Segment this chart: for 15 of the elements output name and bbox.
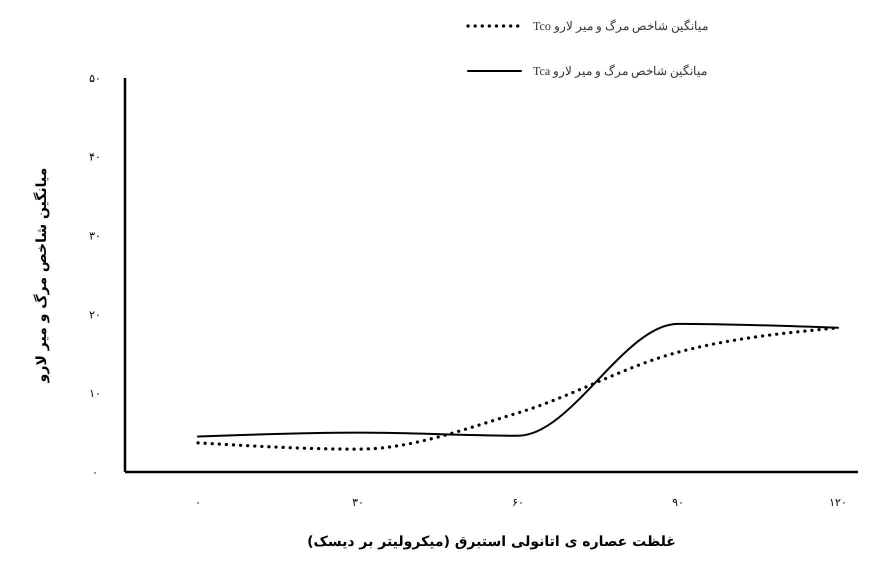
y-tick-label: ۲۰ (89, 308, 101, 322)
legend-label: میانگین شاخص مرگ و میر لارو Tca (533, 64, 708, 78)
x-tick-label: ۹۰ (672, 496, 684, 509)
x-tick-label: ۶۰ (512, 496, 524, 509)
x-tick-label: ۱۲۰ (829, 496, 847, 509)
y-tick-label: ۴۰ (89, 150, 101, 164)
x-axis-title: غلظت عصاره ی اتانولی استبرق (میکرولیتر بر دیسک) (307, 534, 676, 550)
y-tick-label: ۳۰ (89, 229, 101, 242)
y-tick-label: ۰ (92, 466, 98, 479)
y-axis-title: میانگین شاخص مرگ و میر لارو (33, 168, 50, 384)
x-tick-label: ۳۰ (352, 496, 364, 509)
x-tick-label: ۰ (195, 496, 201, 509)
y-tick-label: ۱۰ (89, 387, 101, 400)
y-tick-label: ۵۰ (89, 72, 101, 85)
legend-label: میانگین شاخص مرگ و میر لارو Tco (533, 19, 708, 34)
